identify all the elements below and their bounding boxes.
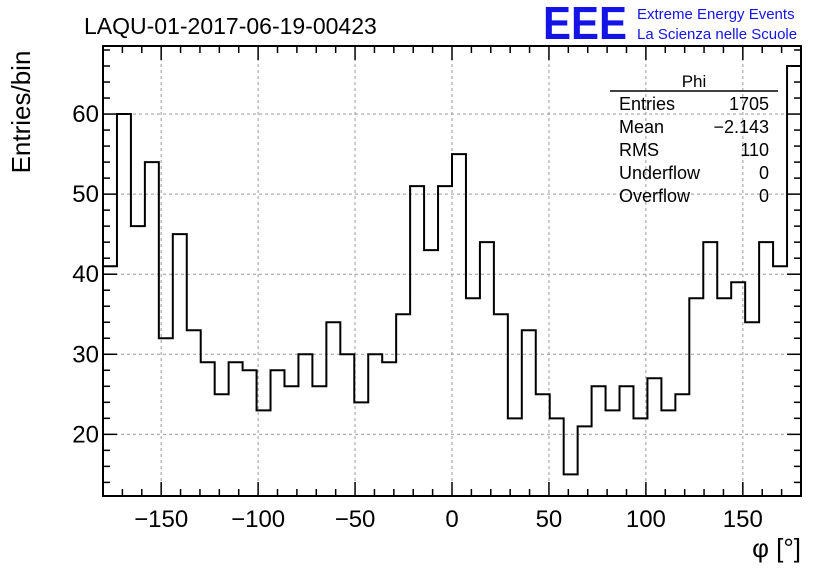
stats-value-rms: 110 — [740, 140, 769, 160]
x-tick-label: −150 — [134, 506, 188, 533]
y-tick-label: 40 — [72, 261, 99, 288]
logo-line-2: La Scienza nelle Scuole — [637, 26, 797, 43]
stats-value-entries: 1705 — [729, 94, 769, 114]
y-tick-labels: 20 30 40 50 60 — [72, 101, 99, 448]
x-tick-label: 50 — [536, 506, 563, 533]
x-tick-label: −50 — [335, 506, 376, 533]
stats-label-overflow: Overflow — [619, 186, 691, 206]
y-axis-label: Entries/bin — [6, 51, 36, 174]
logo-line-1: Extreme Energy Events — [637, 6, 795, 23]
histogram-line — [102, 65, 802, 496]
x-tick-label: 150 — [723, 506, 763, 533]
chart-title: LAQU-01-2017-06-19-00423 — [84, 13, 377, 39]
stats-value-underflow: 0 — [759, 163, 769, 183]
x-tick-label: 0 — [445, 506, 458, 533]
stats-label-entries: Entries — [619, 94, 675, 114]
x-tick-labels: −150 −100 −50 0 50 100 150 — [134, 506, 763, 533]
stats-box: Phi Entries 1705 Mean −2.143 RMS 110 Und… — [610, 72, 778, 206]
stats-value-mean: −2.143 — [713, 117, 769, 137]
stats-label-underflow: Underflow — [619, 163, 701, 183]
y-tick-label: 60 — [72, 101, 99, 128]
y-tick-label: 50 — [72, 181, 99, 208]
y-tick-label: 30 — [72, 341, 99, 368]
x-tick-label: 100 — [626, 506, 666, 533]
y-tick-label: 20 — [72, 421, 99, 448]
grid-lines — [103, 46, 801, 496]
eee-logo: EEE — [543, 0, 627, 49]
stats-value-overflow: 0 — [759, 186, 769, 206]
stats-title: Phi — [682, 72, 707, 91]
x-axis-label: φ [°] — [752, 533, 801, 563]
x-tick-label: −100 — [231, 506, 285, 533]
plot-frame — [102, 45, 802, 497]
stats-label-mean: Mean — [619, 117, 664, 137]
stats-label-rms: RMS — [619, 140, 659, 160]
